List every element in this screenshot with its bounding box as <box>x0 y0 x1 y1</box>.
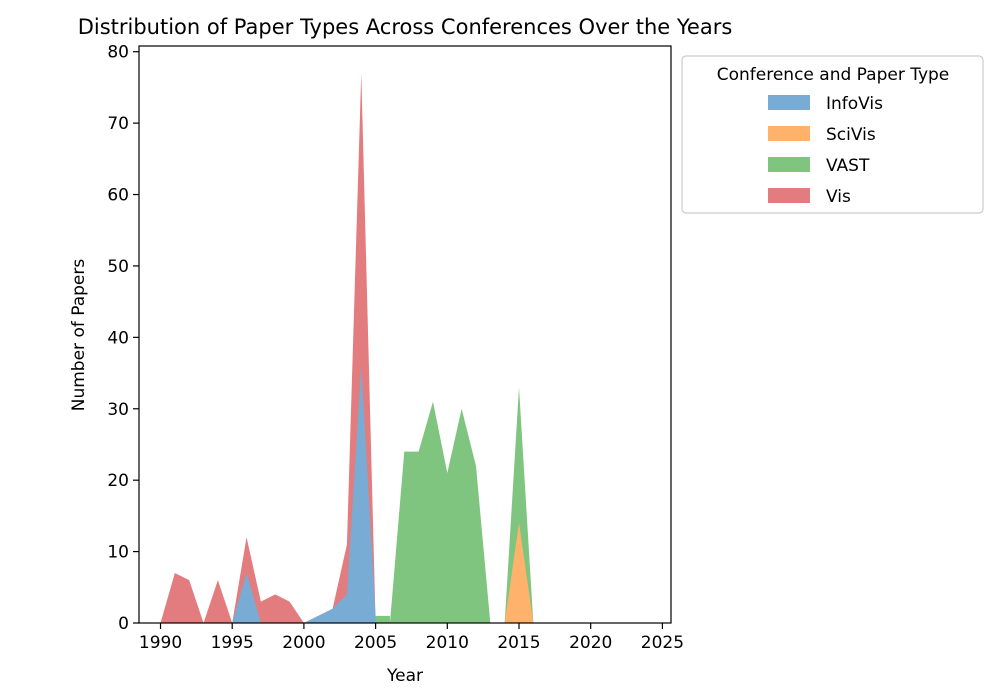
legend-label-vis: Vis <box>826 187 851 207</box>
y-tick-label: 60 <box>107 186 129 206</box>
legend-swatch-scivis <box>768 126 810 141</box>
x-tick-label: 2005 <box>354 633 397 653</box>
x-tick-label: 1995 <box>211 633 254 653</box>
y-tick-label: 50 <box>107 257 129 277</box>
y-tick-label: 30 <box>107 400 129 420</box>
y-tick-label: 10 <box>107 543 129 563</box>
x-tick-label: 2025 <box>641 633 684 653</box>
legend: Conference and Paper Type InfoVis SciVis V… <box>681 55 984 214</box>
y-tick-label: 0 <box>118 614 129 634</box>
x-tick-label: 2010 <box>426 633 469 653</box>
legend-title: Conference and Paper Type <box>717 65 950 85</box>
y-tick-label: 20 <box>107 471 129 491</box>
y-tick-label: 40 <box>107 328 129 348</box>
area-series-infovis <box>232 365 390 623</box>
x-tick-label: 1990 <box>139 633 182 653</box>
x-tick-label: 2000 <box>282 633 325 653</box>
y-tick-label: 80 <box>107 43 129 63</box>
y-axis: 0 10 20 30 40 50 60 70 80 <box>107 43 139 634</box>
legend-label-scivis: SciVis <box>826 125 876 145</box>
y-axis-label: Number of Papers <box>69 259 89 412</box>
x-axis-label: Year <box>386 666 423 686</box>
x-axis: 1990 1995 2000 2005 2010 2015 2020 2025 <box>139 623 684 653</box>
x-tick-label: 2020 <box>569 633 612 653</box>
legend-label-infovis: InfoVis <box>826 94 883 114</box>
legend-swatch-vis <box>768 188 810 203</box>
x-tick-label: 2015 <box>497 633 540 653</box>
chart-title: Distribution of Paper Types Across Confe… <box>78 15 733 39</box>
area-series-vis <box>160 73 376 624</box>
legend-label-vast: VAST <box>826 156 870 176</box>
legend-swatch-infovis <box>768 95 810 110</box>
legend-swatch-vast <box>768 157 810 172</box>
y-tick-label: 70 <box>107 114 129 134</box>
area-series-vast <box>375 387 534 623</box>
plot-area <box>160 73 534 624</box>
legend-frame <box>681 55 984 214</box>
area-series-scivis <box>504 523 534 623</box>
axes-frame <box>138 45 672 624</box>
